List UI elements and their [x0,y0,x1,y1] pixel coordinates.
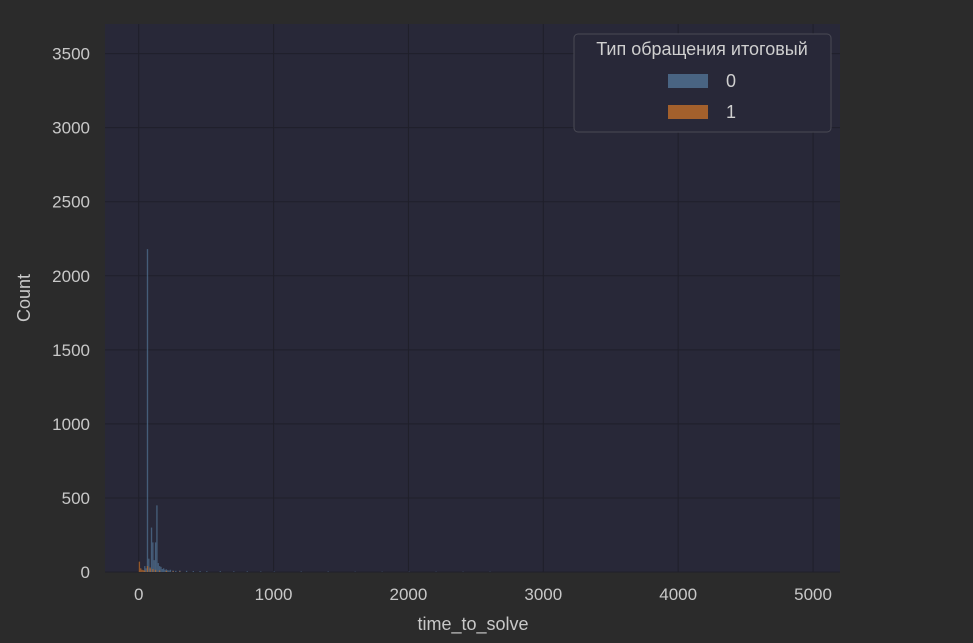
histogram-bar-series-1 [179,571,181,572]
x-tick-label: 1000 [255,585,293,604]
y-tick-label: 3500 [52,45,90,64]
histogram-bar-series-0 [145,568,147,572]
histogram-bar-series-1 [152,569,154,572]
histogram-bar-series-1 [144,570,146,572]
histogram-bar-series-0 [148,558,150,572]
histogram-bar-series-0 [246,571,248,572]
histogram-bar-series-0 [179,570,181,572]
legend-swatch-0 [668,74,708,88]
legend: Тип обращения итоговый 0 1 [573,33,832,133]
x-tick-label: 4000 [659,585,697,604]
histogram-bar-series-0 [160,566,162,572]
y-tick-label: 2000 [52,267,90,286]
histogram-bar-series-1 [138,561,141,572]
histogram-bars [138,249,491,572]
histogram-bar-series-1 [140,568,142,572]
histogram-bar-series-1 [154,569,157,572]
y-axis-ticks: 0 500 1000 1500 2000 2500 3000 3500 [52,45,90,582]
histogram-bar-series-0 [192,571,195,572]
y-tick-label: 500 [62,489,90,508]
legend-label-0: 0 [726,71,736,91]
grid-lines [105,24,840,573]
histogram-bar-series-0 [185,570,188,572]
y-tick-label: 1500 [52,341,90,360]
histogram-bar-series-0 [157,563,159,572]
histogram-bar-series-0 [156,505,158,572]
histogram-bar-series-0 [144,566,146,572]
y-tick-label: 2500 [52,193,90,212]
histogram-bar-series-0 [153,560,155,572]
y-tick-label: 1000 [52,415,90,434]
x-tick-label: 3000 [524,585,562,604]
histogram-bar-series-1 [172,571,174,572]
x-axis-ticks: 0 1000 2000 3000 4000 5000 [134,585,832,604]
legend-title: Тип обращения итоговый [596,39,808,59]
x-tick-label: 0 [134,585,143,604]
histogram-bar-series-0 [158,566,161,572]
histogram-bar-series-0 [164,569,166,572]
histogram-bar-series-0 [168,570,170,572]
histogram-bar-series-1 [165,570,168,572]
histogram-bar-series-0 [165,569,168,572]
histogram-bar-series-1 [146,566,149,572]
x-tick-label: 5000 [794,585,832,604]
histogram-bar-series-0 [169,569,172,572]
histogram-bar-series-1 [142,570,145,572]
histogram-bar-series-0 [150,527,153,572]
histogram-bar-series-0 [199,571,201,572]
histogram-bar-series-1 [158,570,161,572]
histogram-bar-series-0 [167,570,169,572]
legend-swatch-1 [668,105,708,119]
histogram-bar-series-0 [233,571,235,572]
histogram-bar-series-1 [149,567,151,572]
histogram-bar-series-0 [175,570,177,572]
histogram-bar-series-0 [152,542,154,572]
histogram-bar-series-0 [206,571,208,572]
histogram-bar-series-0 [146,249,149,572]
x-tick-label: 2000 [390,585,428,604]
histogram-bar-series-0 [161,569,163,572]
x-axis-label: time_to_solve [417,614,528,635]
y-tick-label: 3000 [52,119,90,138]
legend-label-1: 1 [726,102,736,122]
histogram-bar-series-0 [219,571,221,572]
histogram-bar-series-0 [162,568,165,572]
histogram-bar-series-1 [141,569,143,572]
histogram-bar-series-0 [154,542,157,572]
y-axis-label: Count [14,274,34,322]
y-tick-label: 0 [81,563,90,582]
